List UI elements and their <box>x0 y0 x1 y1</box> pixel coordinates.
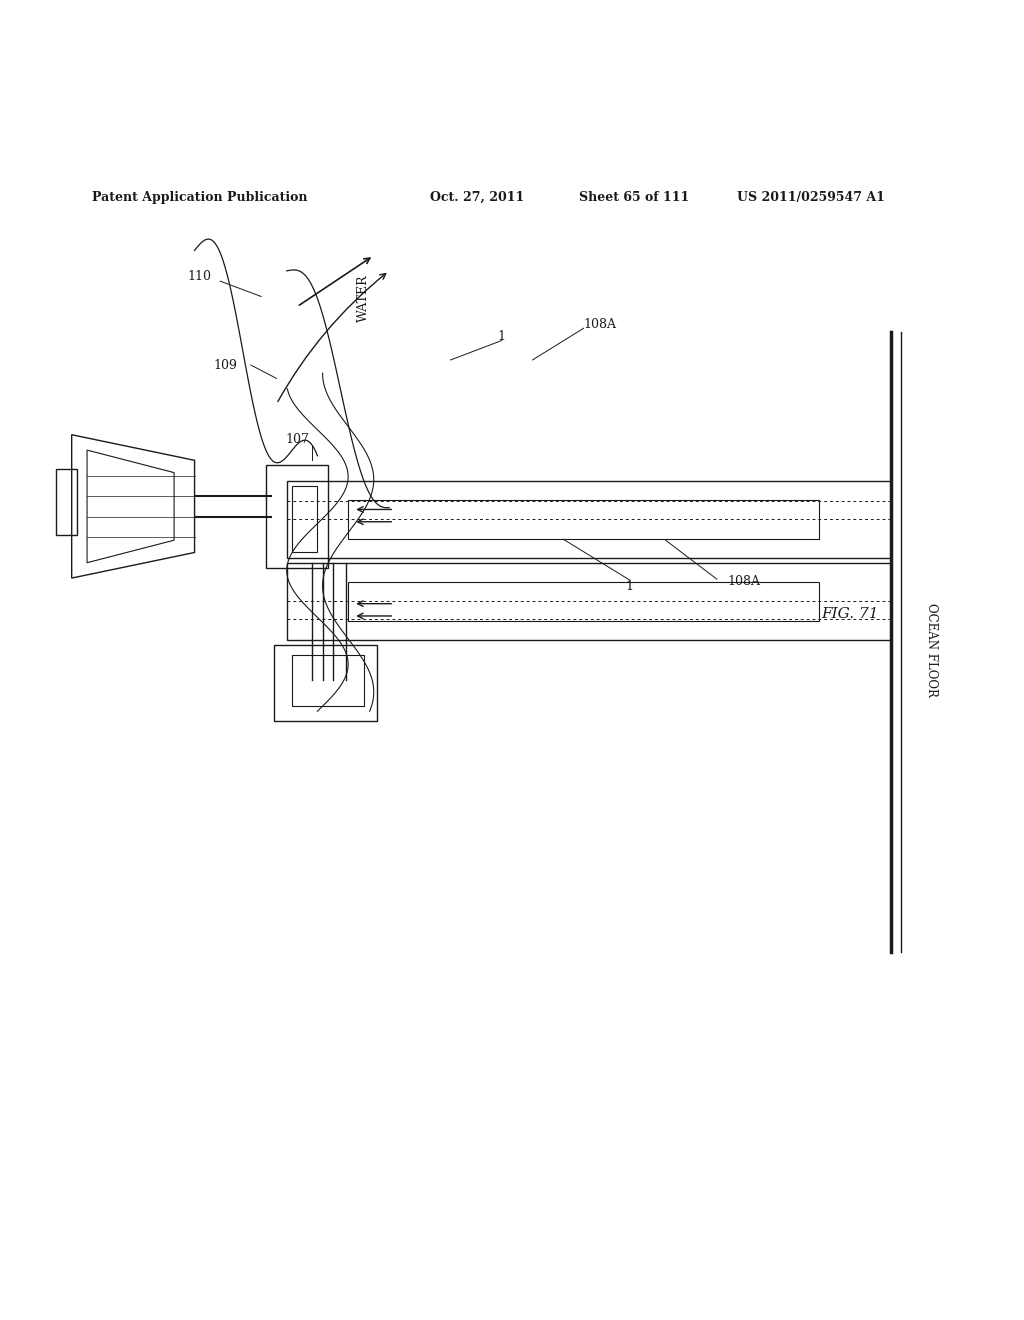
Bar <box>292 486 317 553</box>
Bar <box>266 466 328 568</box>
Text: Patent Application Publication: Patent Application Publication <box>92 191 307 205</box>
Bar <box>287 562 891 639</box>
Bar <box>274 644 377 722</box>
Bar <box>348 582 819 622</box>
Bar <box>56 469 77 535</box>
Text: FIG. 71: FIG. 71 <box>821 607 879 620</box>
Text: 110: 110 <box>187 269 212 282</box>
Text: US 2011/0259547 A1: US 2011/0259547 A1 <box>737 191 885 205</box>
Text: Sheet 65 of 111: Sheet 65 of 111 <box>579 191 689 205</box>
Text: OCEAN FLOOR: OCEAN FLOOR <box>926 603 938 697</box>
Text: Oct. 27, 2011: Oct. 27, 2011 <box>430 191 524 205</box>
Text: 1: 1 <box>498 330 506 343</box>
Text: WATER: WATER <box>357 275 370 322</box>
Bar <box>292 655 364 706</box>
Text: 1: 1 <box>626 579 634 593</box>
Text: 107: 107 <box>285 433 309 446</box>
Text: 109: 109 <box>213 359 238 372</box>
Bar <box>287 480 891 557</box>
Bar <box>348 500 819 539</box>
Text: 108A: 108A <box>727 574 760 587</box>
Text: 108A: 108A <box>584 318 616 330</box>
